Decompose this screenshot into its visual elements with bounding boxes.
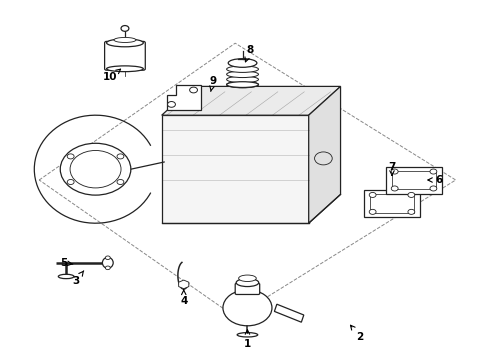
Text: 3: 3 [73, 271, 84, 286]
Circle shape [223, 290, 272, 326]
Ellipse shape [228, 59, 257, 67]
Text: 9: 9 [210, 76, 217, 91]
FancyBboxPatch shape [370, 194, 415, 212]
Ellipse shape [226, 82, 259, 87]
Circle shape [430, 186, 437, 191]
Circle shape [105, 266, 110, 270]
Circle shape [117, 180, 124, 185]
Ellipse shape [114, 37, 136, 42]
Circle shape [190, 87, 197, 93]
Ellipse shape [237, 333, 258, 337]
Ellipse shape [226, 66, 259, 72]
Ellipse shape [102, 257, 113, 268]
Circle shape [117, 154, 124, 159]
Circle shape [60, 143, 131, 195]
Circle shape [369, 209, 376, 214]
Circle shape [391, 169, 398, 174]
Circle shape [315, 152, 332, 165]
FancyBboxPatch shape [392, 171, 436, 189]
Circle shape [408, 192, 415, 198]
Circle shape [391, 186, 398, 191]
Text: 5: 5 [60, 258, 73, 268]
Circle shape [105, 256, 110, 260]
Text: 8: 8 [245, 45, 253, 62]
Polygon shape [309, 86, 341, 223]
FancyBboxPatch shape [105, 41, 145, 70]
Circle shape [369, 192, 376, 198]
Circle shape [121, 26, 129, 31]
Circle shape [168, 102, 175, 107]
Circle shape [70, 150, 121, 188]
Ellipse shape [58, 274, 74, 279]
Ellipse shape [226, 76, 259, 83]
Text: 1: 1 [244, 330, 251, 349]
Circle shape [408, 209, 415, 214]
FancyBboxPatch shape [235, 283, 260, 294]
FancyBboxPatch shape [364, 190, 420, 217]
Circle shape [67, 154, 74, 159]
Ellipse shape [226, 81, 259, 88]
Polygon shape [162, 86, 341, 115]
Ellipse shape [236, 279, 259, 287]
Text: 2: 2 [350, 325, 364, 342]
Polygon shape [167, 85, 201, 110]
Ellipse shape [107, 39, 143, 47]
Ellipse shape [107, 66, 143, 72]
Circle shape [430, 169, 437, 174]
Text: 6: 6 [428, 175, 442, 185]
Polygon shape [274, 304, 304, 322]
Text: 7: 7 [388, 162, 396, 175]
Circle shape [67, 180, 74, 185]
Ellipse shape [239, 275, 256, 282]
Text: 10: 10 [103, 69, 121, 82]
Polygon shape [162, 115, 309, 223]
Text: 4: 4 [180, 290, 188, 306]
Ellipse shape [226, 71, 259, 77]
FancyBboxPatch shape [386, 166, 442, 194]
